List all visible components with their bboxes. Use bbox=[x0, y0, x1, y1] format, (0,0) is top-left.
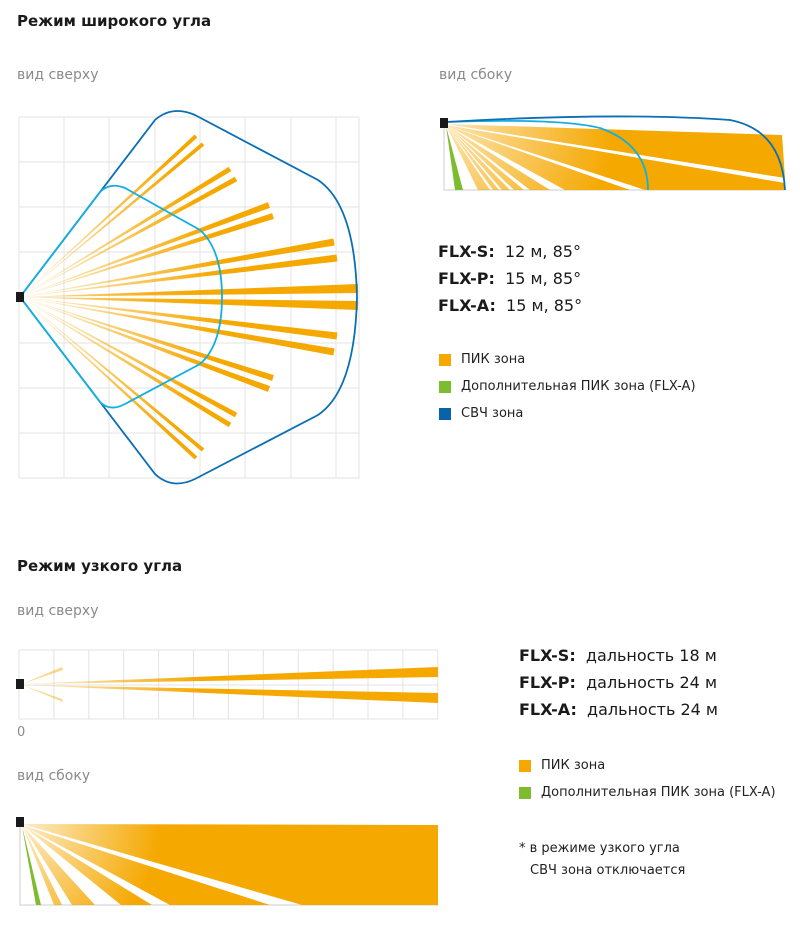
side-pir-beam bbox=[446, 125, 499, 190]
legend-label: ПИК зона bbox=[541, 758, 606, 773]
legend-item: Дополнительная ПИК зона (FLX-A) bbox=[519, 779, 776, 806]
pir-swatch-icon bbox=[519, 759, 531, 772]
sensor-icon bbox=[16, 679, 24, 689]
spec-row: FLX-P: дальность 24 м bbox=[519, 673, 718, 700]
spec-value: дальность 24 м bbox=[587, 700, 718, 719]
spec-value: дальность 24 м bbox=[586, 673, 718, 692]
spec-model: FLX-P: bbox=[438, 269, 495, 288]
pir-beam bbox=[20, 297, 338, 340]
narrow-pir-beam bbox=[22, 685, 438, 703]
legend-item: ПИК зона bbox=[439, 346, 696, 373]
microwave-zone-side-outer bbox=[445, 115, 786, 191]
pir-beam bbox=[20, 297, 238, 418]
side-pir-beam bbox=[446, 125, 785, 190]
narrow-pir-beam bbox=[22, 667, 63, 684]
side-pir-beam bbox=[446, 125, 510, 190]
wide-legend: ПИК зона Дополнительная ПИК зона (FLX-A)… bbox=[439, 346, 696, 427]
pir-beam bbox=[20, 134, 198, 297]
wide-top-pir-beams bbox=[20, 134, 359, 460]
side-pir-beam bbox=[22, 825, 152, 905]
note-line: СВЧ зона отключается bbox=[530, 863, 686, 878]
narrow-side-view bbox=[16, 817, 438, 906]
spec-model: FLX-A: bbox=[438, 296, 496, 315]
spec-value: 12 м, 85° bbox=[504, 242, 581, 261]
spec-row: FLX-S: дальность 18 м bbox=[519, 646, 718, 673]
spec-model: FLX-P: bbox=[519, 673, 576, 692]
narrow-specs: FLX-S: дальность 18 м FLX-P: дальность 2… bbox=[519, 646, 718, 727]
extra-pir-swatch-icon bbox=[519, 786, 531, 799]
spec-row: FLX-P: 15 м, 85° bbox=[438, 269, 582, 296]
side-pir-beam bbox=[22, 825, 270, 905]
legend-item: СВЧ зона bbox=[439, 400, 696, 427]
side-pir-beam bbox=[22, 825, 95, 905]
side-pir-beam bbox=[446, 125, 550, 190]
pir-swatch-icon bbox=[439, 353, 451, 366]
narrow-pir-beam bbox=[22, 685, 63, 702]
side-pir-beam bbox=[446, 125, 630, 190]
narrow-top-grid bbox=[18, 649, 439, 720]
wide-top-grid bbox=[18, 116, 360, 479]
pir-beam bbox=[20, 142, 205, 297]
microwave-swatch-icon bbox=[439, 407, 451, 420]
extra-pir-beam bbox=[446, 126, 463, 190]
extra-pir-swatch-icon bbox=[439, 380, 451, 393]
narrow-legend: ПИК зона Дополнительная ПИК зона (FLX-A) bbox=[519, 752, 776, 806]
microwave-note: * в режиме узкого угла СВЧ зона отключае… bbox=[519, 838, 685, 882]
microwave-zone-outer bbox=[18, 110, 358, 485]
legend-label: Дополнительная ПИК зона (FLX-A) bbox=[541, 785, 776, 800]
legend-label: СВЧ зона bbox=[461, 406, 524, 421]
wide-side-view-label: вид сбоку bbox=[439, 67, 513, 83]
pir-beam bbox=[20, 297, 232, 428]
pir-beam bbox=[20, 297, 335, 356]
side-pir-beam bbox=[446, 125, 524, 190]
side-pir-beam bbox=[22, 825, 62, 905]
pir-beam bbox=[20, 176, 238, 297]
spec-row: FLX-A: дальность 24 м bbox=[519, 700, 718, 727]
pir-beam bbox=[20, 297, 359, 310]
pir-beam bbox=[20, 254, 338, 297]
spec-row: FLX-A: 15 м, 85° bbox=[438, 296, 582, 323]
spec-model: FLX-S: bbox=[438, 242, 495, 261]
wide-specs: FLX-S: 12 м, 85° FLX-P: 15 м, 85° FLX-A:… bbox=[438, 242, 582, 323]
pir-beam bbox=[20, 297, 271, 392]
narrow-top-view-label: вид сверху bbox=[17, 603, 99, 619]
extra-pir-beam bbox=[22, 826, 41, 905]
legend-label: Дополнительная ПИК зона (FLX-A) bbox=[461, 379, 696, 394]
pir-beam bbox=[20, 166, 232, 297]
sensor-icon bbox=[16, 817, 24, 827]
side-pir-beam bbox=[446, 124, 785, 178]
narrow-side-view-label: вид сбоку bbox=[17, 768, 91, 784]
pir-beam bbox=[20, 284, 359, 297]
sensor-icon bbox=[440, 118, 448, 128]
sensor-icon bbox=[16, 292, 24, 302]
pir-beam bbox=[20, 238, 335, 297]
pir-beam bbox=[20, 213, 274, 297]
legend-label: ПИК зона bbox=[461, 352, 526, 367]
pir-beam bbox=[20, 202, 271, 297]
narrow-pir-beam bbox=[22, 667, 438, 684]
microwave-zone-inner bbox=[18, 184, 223, 409]
side-pir-beam bbox=[446, 125, 490, 190]
narrow-mode-title: Режим узкого угла bbox=[17, 557, 183, 575]
wide-side-view bbox=[440, 115, 786, 191]
spec-value: дальность 18 м bbox=[585, 646, 717, 665]
axis-zero-label: 0 bbox=[17, 725, 26, 740]
narrow-top-beams bbox=[22, 667, 438, 703]
pir-beam bbox=[20, 297, 274, 381]
pir-beam bbox=[20, 297, 205, 452]
microwave-zone-side-inner bbox=[445, 119, 649, 191]
spec-value: 15 м, 85° bbox=[505, 269, 582, 288]
side-pir-beam bbox=[22, 824, 438, 905]
spec-value: 15 м, 85° bbox=[506, 296, 583, 315]
pir-beam bbox=[20, 297, 198, 460]
legend-item: ПИК зона bbox=[519, 752, 776, 779]
note-line: * в режиме узкого угла bbox=[519, 841, 680, 856]
wide-mode-title: Режим широкого угла bbox=[17, 12, 212, 30]
wide-top-view-label: вид сверху bbox=[17, 67, 99, 83]
legend-item: Дополнительная ПИК зона (FLX-A) bbox=[439, 373, 696, 400]
spec-row: FLX-S: 12 м, 85° bbox=[438, 242, 582, 269]
spec-model: FLX-A: bbox=[519, 700, 577, 719]
spec-model: FLX-S: bbox=[519, 646, 576, 665]
